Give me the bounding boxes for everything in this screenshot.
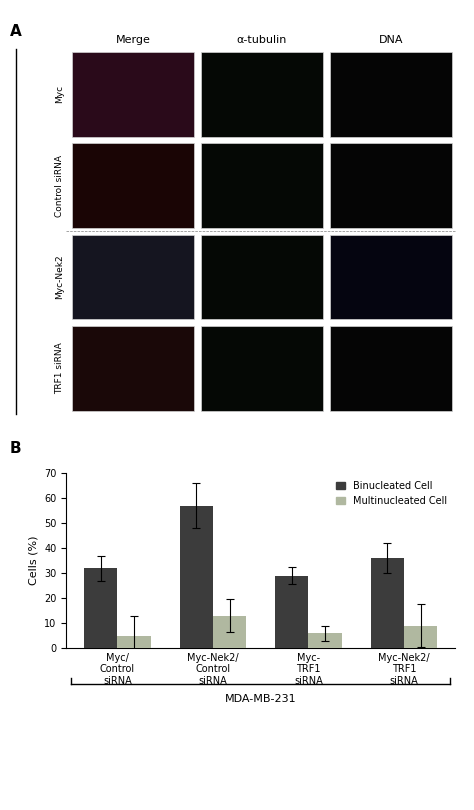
Text: α-tubulin: α-tubulin	[237, 35, 287, 45]
Text: DNA: DNA	[379, 35, 403, 45]
Bar	[309, 633, 342, 648]
Bar	[180, 505, 213, 648]
Bar	[330, 235, 452, 319]
Y-axis label: Cells (%): Cells (%)	[29, 536, 39, 586]
Text: Myc: Myc	[55, 85, 64, 104]
Bar	[213, 616, 246, 648]
Bar	[330, 143, 452, 228]
Bar	[201, 143, 323, 228]
Bar	[275, 576, 309, 648]
Bar	[330, 326, 452, 411]
Text: Control siRNA: Control siRNA	[55, 155, 64, 216]
Text: B: B	[9, 441, 21, 456]
Bar	[201, 52, 323, 137]
Bar	[72, 143, 194, 228]
Bar	[404, 625, 438, 648]
Bar	[330, 52, 452, 137]
Legend: Binucleated Cell, Multinucleated Cell: Binucleated Cell, Multinucleated Cell	[333, 478, 450, 509]
Bar	[72, 235, 194, 319]
Bar	[201, 326, 323, 411]
Bar	[72, 326, 194, 411]
Text: TRF1 siRNA: TRF1 siRNA	[55, 343, 64, 394]
Bar	[201, 235, 323, 319]
Text: Myc-Nek2: Myc-Nek2	[55, 254, 64, 299]
Text: MDA-MB-231: MDA-MB-231	[225, 694, 297, 704]
Text: A: A	[9, 24, 21, 40]
Bar	[371, 558, 404, 648]
Bar	[72, 52, 194, 137]
Bar	[118, 636, 151, 648]
Text: Merge: Merge	[116, 35, 151, 45]
Bar	[84, 568, 118, 648]
